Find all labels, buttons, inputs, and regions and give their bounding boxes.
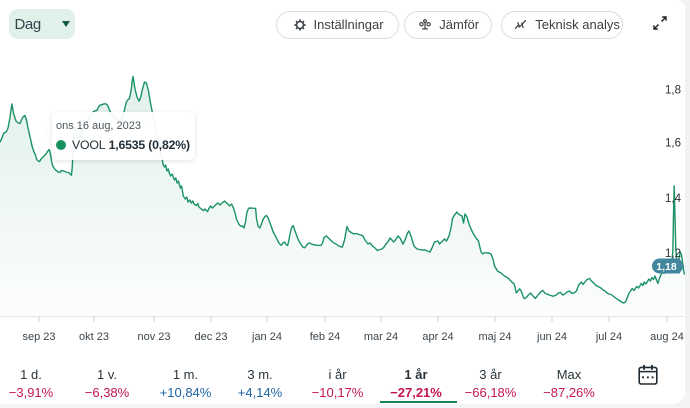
- svg-text:sep 23: sep 23: [22, 331, 55, 343]
- svg-text:apr 24: apr 24: [422, 331, 453, 343]
- svg-text:1,8: 1,8: [665, 85, 681, 97]
- svg-text:maj 24: maj 24: [478, 331, 511, 343]
- svg-text:1,4: 1,4: [665, 193, 682, 205]
- svg-text:1,6: 1,6: [665, 138, 681, 150]
- svg-text:jan 24: jan 24: [251, 331, 282, 343]
- svg-text:aug 24: aug 24: [650, 331, 684, 343]
- svg-text:okt 23: okt 23: [79, 331, 109, 343]
- svg-text:1,18: 1,18: [656, 261, 677, 273]
- svg-text:jun 24: jun 24: [536, 331, 567, 343]
- svg-text:dec 23: dec 23: [194, 331, 227, 343]
- svg-text:nov 23: nov 23: [137, 331, 170, 343]
- svg-text:jul 24: jul 24: [595, 331, 622, 343]
- svg-text:feb 24: feb 24: [310, 331, 341, 343]
- svg-text:1,2: 1,2: [665, 248, 681, 260]
- svg-text:mar 24: mar 24: [364, 331, 398, 343]
